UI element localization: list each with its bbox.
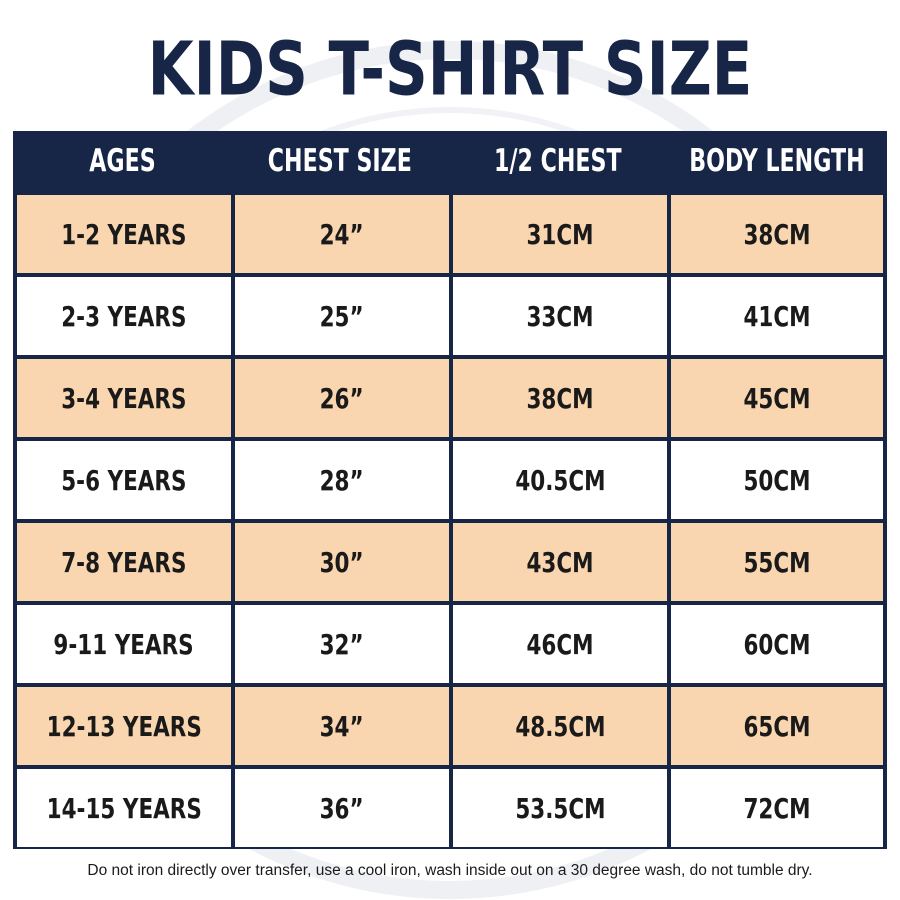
cell-age-value: 9-11 YEARS (53, 627, 195, 661)
cell-age: 2-3 YEARS (17, 277, 231, 355)
cell-half-chest: 38CM (453, 359, 667, 437)
column-header-chest-size: CHEST SIZE (231, 131, 449, 191)
column-header-half-chest-label: 1/2 CHEST (494, 143, 622, 180)
size-table: AGES CHEST SIZE 1/2 CHEST BODY LENGTH 1-… (13, 131, 887, 849)
cell-chest-size: 28” (235, 441, 449, 519)
cell-chest-size: 26” (235, 359, 449, 437)
table-row: 9-11 YEARS 32” 46CM 60CM (13, 605, 887, 683)
cell-age: 1-2 YEARS (17, 195, 231, 273)
cell-half-chest-value: 33CM (526, 299, 594, 333)
table-row: 3-4 YEARS 26” 38CM 45CM (13, 359, 887, 437)
table-row: 14-15 YEARS 36” 53.5CM 72CM (13, 769, 887, 847)
cell-body-length: 65CM (671, 687, 883, 765)
cell-half-chest: 43CM (453, 523, 667, 601)
cell-half-chest-value: 40.5CM (514, 463, 606, 497)
cell-body-length-value: 41CM (743, 299, 811, 333)
table-row: 12-13 YEARS 34” 48.5CM 65CM (13, 687, 887, 765)
cell-body-length: 41CM (671, 277, 883, 355)
cell-half-chest: 48.5CM (453, 687, 667, 765)
cell-age: 7-8 YEARS (17, 523, 231, 601)
column-header-body-length: BODY LENGTH (667, 131, 887, 191)
table-row: 2-3 YEARS 25” 33CM 41CM (13, 277, 887, 355)
cell-half-chest-value: 53.5CM (514, 791, 606, 825)
cell-half-chest: 40.5CM (453, 441, 667, 519)
cell-age-value: 3-4 YEARS (61, 381, 187, 415)
cell-age: 12-13 YEARS (17, 687, 231, 765)
cell-body-length-value: 72CM (743, 791, 811, 825)
cell-chest-size-value: 24” (319, 217, 365, 251)
cell-age-value: 7-8 YEARS (61, 545, 187, 579)
cell-body-length-value: 55CM (743, 545, 811, 579)
cell-chest-size: 32” (235, 605, 449, 683)
cell-body-length-value: 50CM (743, 463, 811, 497)
column-header-ages: AGES (13, 131, 231, 191)
cell-half-chest-value: 46CM (526, 627, 594, 661)
column-header-body-length-label: BODY LENGTH (689, 143, 865, 180)
table-header-row: AGES CHEST SIZE 1/2 CHEST BODY LENGTH (13, 131, 887, 191)
cell-chest-size-value: 32” (319, 627, 365, 661)
cell-half-chest-value: 43CM (526, 545, 594, 579)
cell-body-length: 45CM (671, 359, 883, 437)
care-instructions: Do not iron directly over transfer, use … (87, 862, 813, 879)
cell-chest-size-value: 26” (319, 381, 365, 415)
cell-body-length: 38CM (671, 195, 883, 273)
cell-chest-size: 34” (235, 687, 449, 765)
cell-age-value: 5-6 YEARS (61, 463, 187, 497)
cell-body-length-value: 65CM (743, 709, 811, 743)
cell-age-value: 2-3 YEARS (61, 299, 187, 333)
cell-body-length: 72CM (671, 769, 883, 847)
page-title: KIDS T-SHIRT SIZE GUIDE (147, 26, 753, 238)
cell-age: 3-4 YEARS (17, 359, 231, 437)
cell-half-chest-value: 38CM (526, 381, 594, 415)
cell-age-value: 14-15 YEARS (46, 791, 202, 825)
cell-half-chest-value: 48.5CM (514, 709, 606, 743)
cell-age: 14-15 YEARS (17, 769, 231, 847)
cell-age-value: 12-13 YEARS (46, 709, 202, 743)
cell-chest-size-value: 34” (319, 709, 365, 743)
column-header-chest-size-label: CHEST SIZE (267, 143, 413, 180)
cell-chest-size: 36” (235, 769, 449, 847)
cell-chest-size-value: 28” (319, 463, 365, 497)
cell-half-chest: 31CM (453, 195, 667, 273)
cell-age: 9-11 YEARS (17, 605, 231, 683)
cell-half-chest: 33CM (453, 277, 667, 355)
cell-half-chest: 53.5CM (453, 769, 667, 847)
cell-chest-size-value: 36” (319, 791, 365, 825)
cell-body-length-value: 45CM (743, 381, 811, 415)
cell-chest-size: 30” (235, 523, 449, 601)
cell-chest-size-value: 30” (319, 545, 365, 579)
cell-body-length-value: 60CM (743, 627, 811, 661)
cell-half-chest-value: 31CM (526, 217, 594, 251)
cell-chest-size: 25” (235, 277, 449, 355)
cell-body-length: 55CM (671, 523, 883, 601)
cell-chest-size-value: 25” (319, 299, 365, 333)
cell-body-length: 60CM (671, 605, 883, 683)
column-header-ages-label: AGES (88, 143, 156, 180)
table-row: 7-8 YEARS 30” 43CM 55CM (13, 523, 887, 601)
cell-half-chest: 46CM (453, 605, 667, 683)
table-row: 5-6 YEARS 28” 40.5CM 50CM (13, 441, 887, 519)
column-header-half-chest: 1/2 CHEST (449, 131, 667, 191)
cell-body-length-value: 38CM (743, 217, 811, 251)
table-row: 1-2 YEARS 24” 31CM 38CM (13, 195, 887, 273)
cell-age-value: 1-2 YEARS (61, 217, 187, 251)
cell-body-length: 50CM (671, 441, 883, 519)
cell-chest-size: 24” (235, 195, 449, 273)
cell-age: 5-6 YEARS (17, 441, 231, 519)
